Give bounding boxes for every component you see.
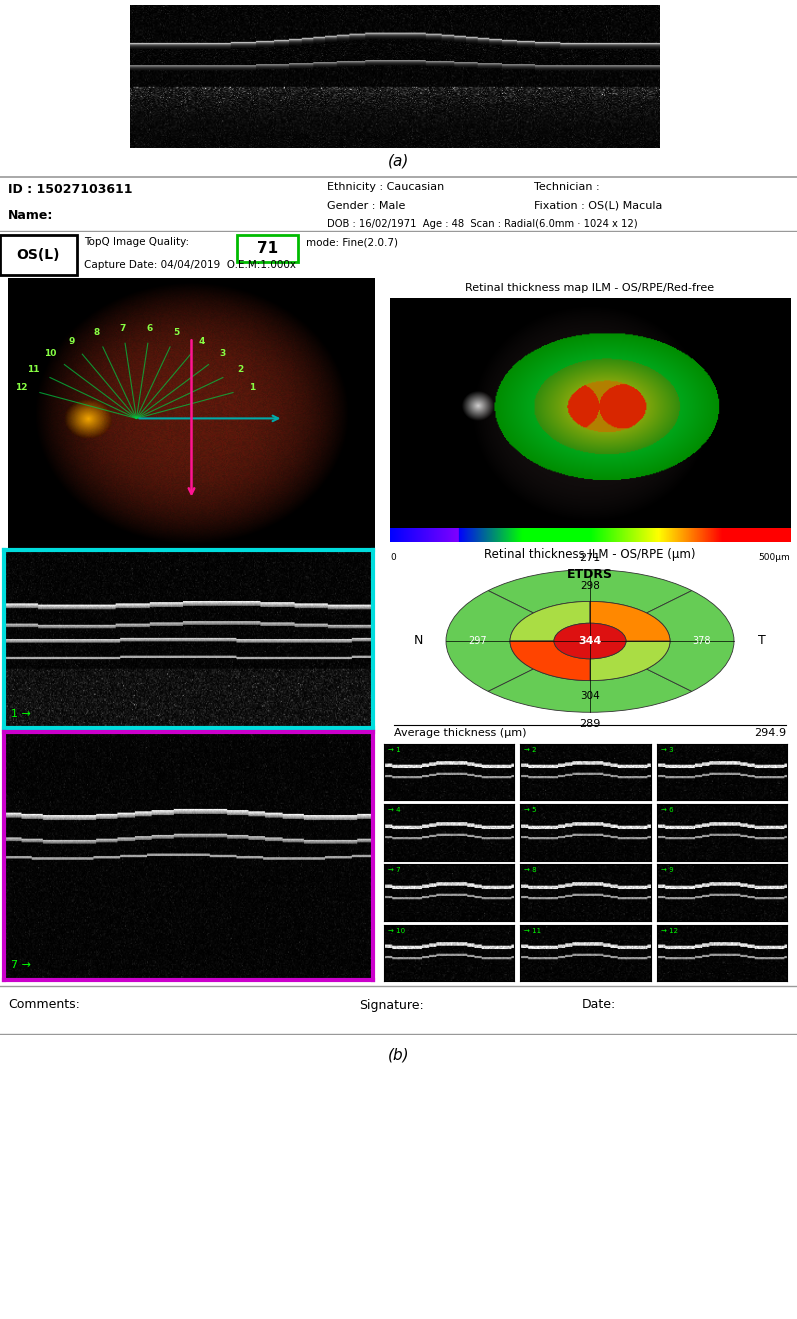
Wedge shape	[590, 601, 670, 641]
Text: N: N	[414, 634, 422, 648]
Text: Ethnicity : Caucasian: Ethnicity : Caucasian	[327, 182, 444, 193]
Text: mode: Fine(2.0.7): mode: Fine(2.0.7)	[306, 237, 398, 247]
Text: (a): (a)	[388, 154, 409, 169]
Text: 7: 7	[120, 324, 126, 332]
Text: 289: 289	[579, 719, 601, 729]
Wedge shape	[510, 601, 590, 641]
Text: 1 →: 1 →	[11, 710, 31, 719]
Text: ETDRS: ETDRS	[567, 567, 613, 580]
Text: OS(L): OS(L)	[17, 248, 60, 262]
Text: 298: 298	[580, 580, 600, 591]
Text: 6: 6	[147, 324, 153, 332]
Text: 500μm: 500μm	[758, 553, 790, 562]
Text: Date:: Date:	[582, 998, 616, 1012]
Text: Retinal thickness map ILM - OS/RPE/Red-free: Retinal thickness map ILM - OS/RPE/Red-f…	[465, 284, 715, 293]
Text: Fixation : OS(L) Macula: Fixation : OS(L) Macula	[534, 200, 662, 211]
Text: 1: 1	[249, 383, 255, 392]
Text: 344: 344	[579, 636, 602, 646]
Text: Capture Date: 04/04/2019  O.E.M:1.000x: Capture Date: 04/04/2019 O.E.M:1.000x	[84, 260, 296, 270]
Wedge shape	[446, 591, 533, 691]
Text: Comments:: Comments:	[8, 998, 80, 1012]
Text: 5: 5	[174, 328, 180, 338]
Text: Technician :: Technician :	[534, 182, 599, 193]
Wedge shape	[489, 669, 692, 712]
Text: 9: 9	[69, 338, 75, 346]
Text: (b): (b)	[387, 1047, 410, 1063]
Text: 271: 271	[579, 553, 601, 563]
FancyBboxPatch shape	[0, 235, 77, 274]
Circle shape	[554, 623, 626, 658]
Text: 297: 297	[469, 636, 487, 646]
Text: ID : 15027103611: ID : 15027103611	[8, 183, 132, 197]
Text: T: T	[758, 634, 766, 648]
Text: 378: 378	[693, 636, 711, 646]
Text: 8: 8	[93, 328, 100, 338]
Text: 7 →: 7 →	[11, 960, 31, 969]
Text: 71: 71	[257, 240, 278, 256]
Text: 0: 0	[390, 553, 396, 562]
Text: Name:: Name:	[8, 210, 53, 223]
Wedge shape	[510, 641, 590, 681]
Text: 11: 11	[27, 365, 39, 375]
FancyBboxPatch shape	[238, 235, 298, 262]
Wedge shape	[646, 591, 734, 691]
Text: 4: 4	[198, 338, 205, 346]
Text: Retinal thickness ILM - OS/RPE (μm): Retinal thickness ILM - OS/RPE (μm)	[485, 547, 696, 561]
Text: Gender : Male: Gender : Male	[327, 200, 405, 211]
Text: 3: 3	[219, 350, 226, 359]
Text: 10: 10	[44, 350, 57, 359]
Text: 304: 304	[580, 691, 600, 702]
Text: TopQ Image Quality:: TopQ Image Quality:	[84, 237, 190, 247]
Text: DOB : 16/02/1971  Age : 48  Scan : Radial(6.0mm · 1024 x 12): DOB : 16/02/1971 Age : 48 Scan : Radial(…	[327, 219, 638, 230]
Text: 12: 12	[14, 383, 27, 392]
Text: 294.9: 294.9	[754, 728, 786, 739]
Text: Average thickness (μm): Average thickness (μm)	[394, 728, 527, 739]
Wedge shape	[590, 641, 670, 681]
Wedge shape	[489, 570, 692, 613]
Text: Signature:: Signature:	[359, 998, 423, 1012]
Text: 2: 2	[237, 365, 243, 375]
